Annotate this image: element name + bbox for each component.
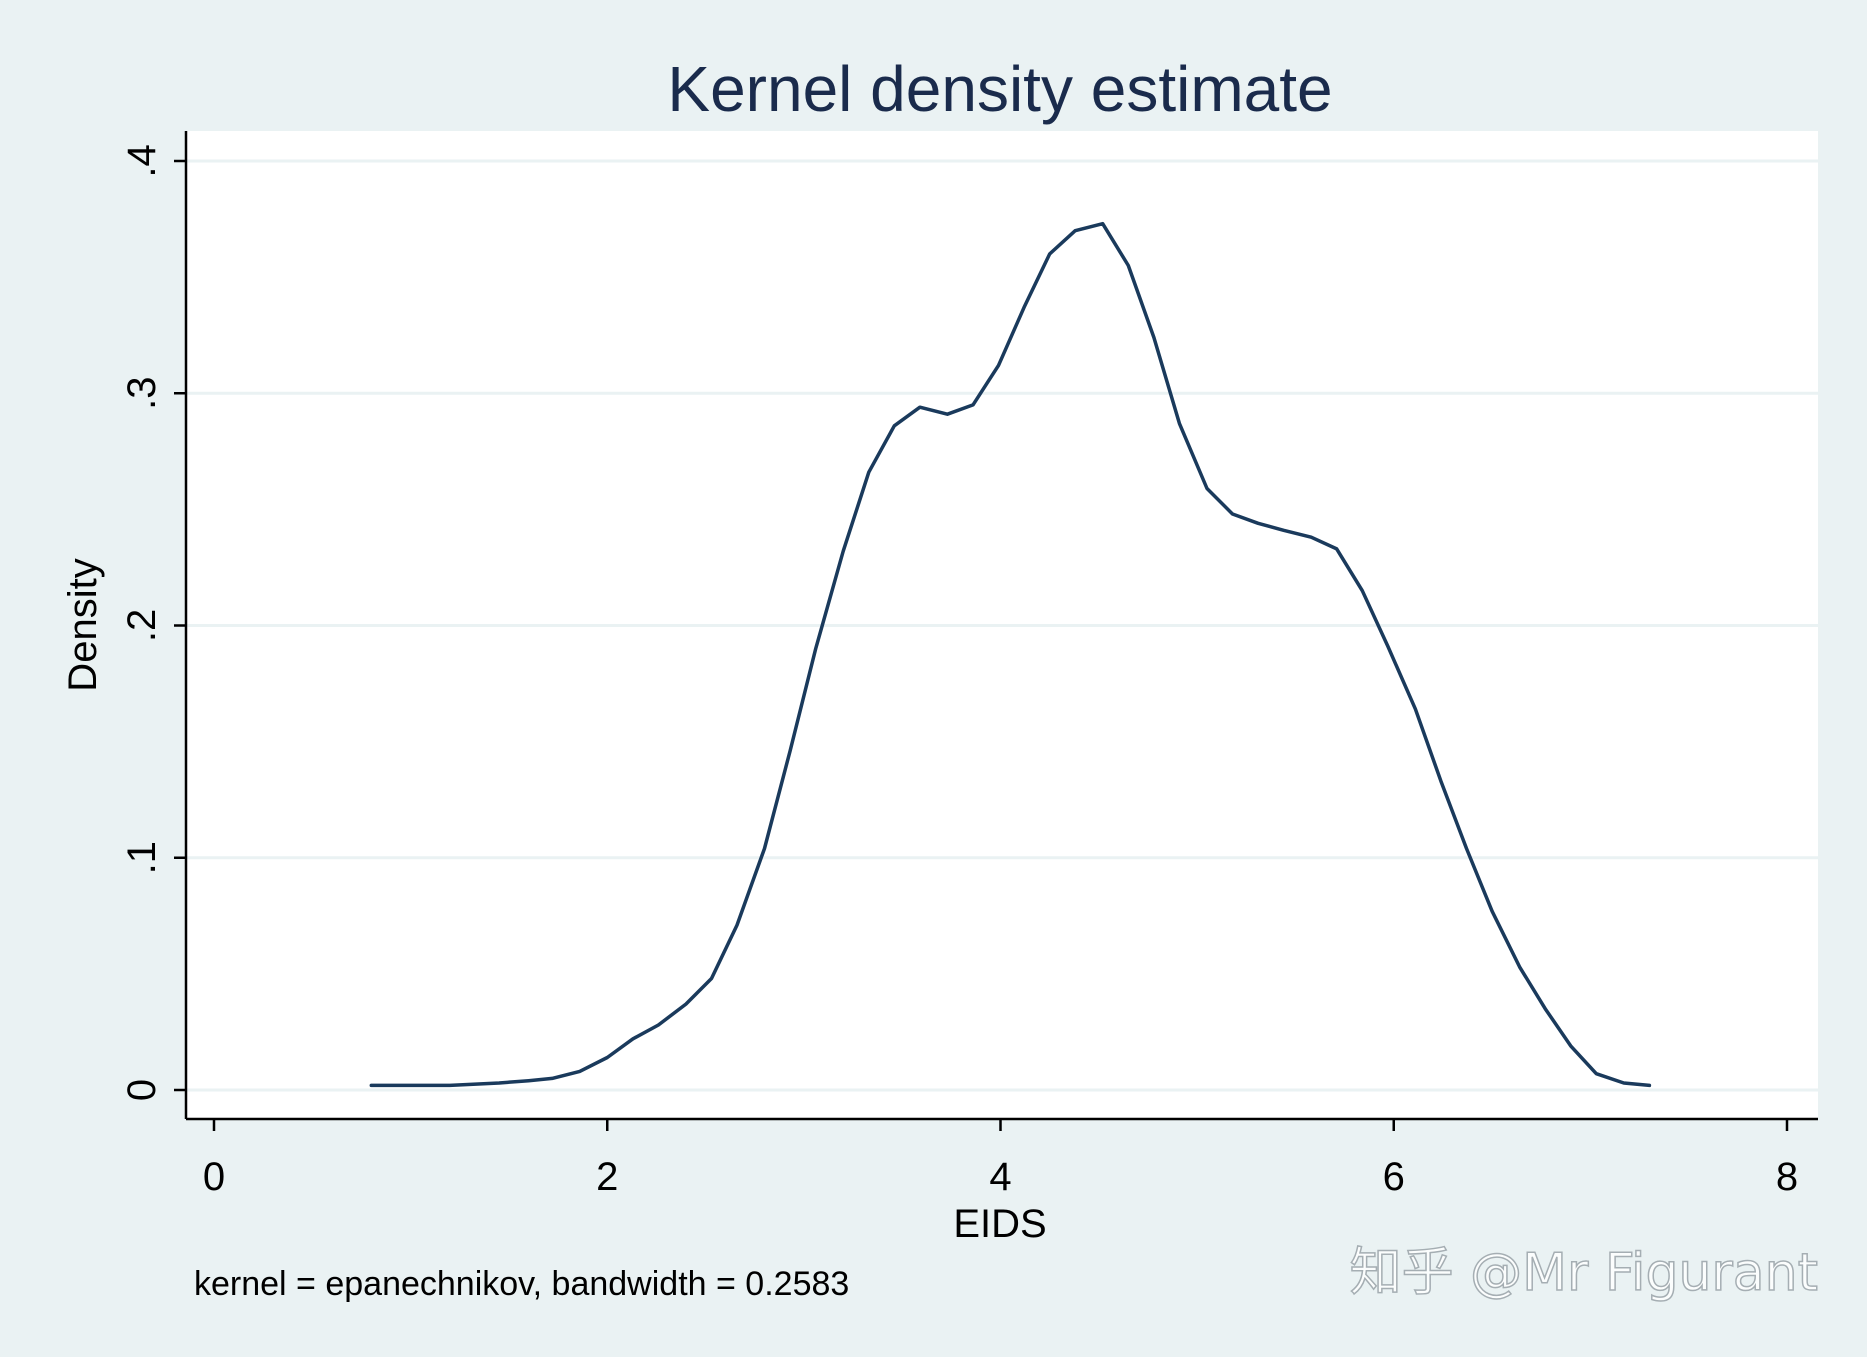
chart-title: Kernel density estimate: [667, 53, 1332, 125]
x-tick-label: 0: [203, 1155, 225, 1199]
density-curve: [369, 221, 1652, 1088]
x-axis-label: EIDS: [953, 1202, 1046, 1246]
y-tick-label: .1: [120, 841, 164, 874]
x-tick-label: 2: [596, 1155, 618, 1199]
x-tick-label: 8: [1776, 1155, 1798, 1199]
y-tick-label: .2: [120, 609, 164, 642]
y-axis-label: Density: [61, 558, 105, 691]
x-tick-label: 4: [989, 1155, 1011, 1199]
x-axis-ticks: 0 2 4 6 8: [203, 1119, 1798, 1199]
y-tick-label: .3: [120, 377, 164, 410]
chart-note: kernel = epanechnikov, bandwidth = 0.258…: [194, 1265, 849, 1303]
series-layer: [369, 221, 1652, 1088]
gridlines: [186, 159, 1818, 1092]
y-tick-label: 0: [120, 1079, 164, 1101]
watermark-text: 知乎 @Mr Figurant: [1350, 1243, 1818, 1303]
y-axis-ticks: 0 .1 .2 .3 .4: [120, 144, 186, 1101]
x-tick-label: 6: [1383, 1155, 1405, 1199]
y-tick-label: .4: [120, 144, 164, 177]
